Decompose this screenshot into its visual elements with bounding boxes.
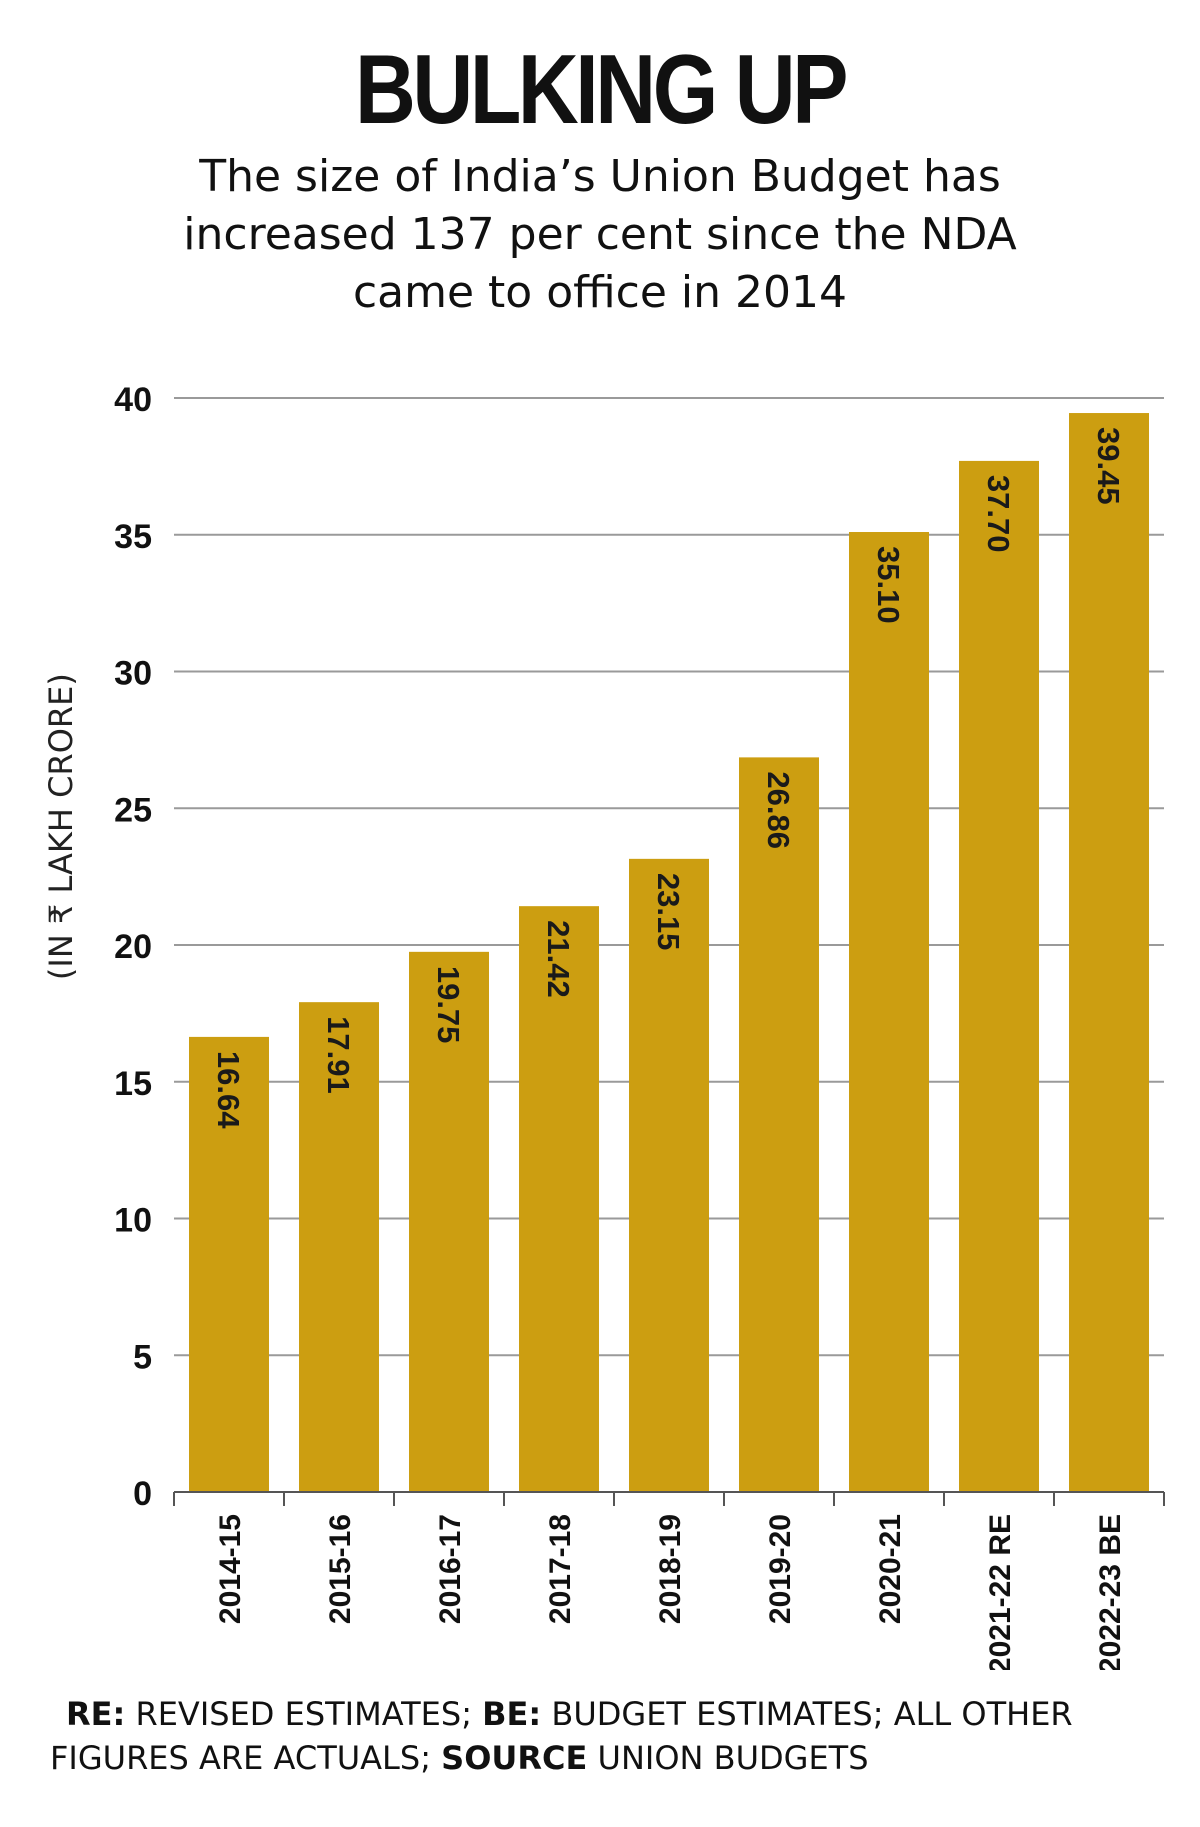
bar (1069, 413, 1149, 1493)
footnote-source-text: UNION BUDGETS (587, 1739, 869, 1777)
bar (519, 906, 599, 1492)
y-axis-label: (IN ₹ LAKH CRORE) (42, 673, 80, 980)
bar (189, 1036, 269, 1492)
x-tick-label: 2015-16 (324, 1514, 357, 1624)
footnote-source-key: SOURCE (441, 1739, 588, 1777)
bar (409, 951, 489, 1492)
bar (629, 858, 709, 1492)
y-tick-label: 35 (114, 518, 152, 556)
x-tick-label: 2017-18 (544, 1514, 577, 1624)
y-tick-label: 10 (114, 1202, 152, 1240)
bar-value-label: 39.45 (1091, 427, 1126, 505)
x-tick-label: 2014-15 (214, 1514, 247, 1624)
x-tick-label: 2022-23 BE (1094, 1514, 1127, 1670)
y-tick-label: 5 (133, 1338, 152, 1376)
bar-value-label: 17.91 (321, 1016, 356, 1094)
footnote-re-key: RE: (66, 1695, 126, 1733)
bar (739, 757, 819, 1492)
bar-chart: 16.64 17.91 19.75 21.42 23.15 26.86 35.10 37.70… (42, 381, 1165, 1670)
bar-value-label: 21.42 (541, 920, 576, 998)
y-tick-label: 15 (114, 1065, 152, 1103)
bar (849, 532, 929, 1492)
bar-value-label: 19.75 (431, 966, 466, 1044)
x-tick-label: 2018-19 (654, 1514, 687, 1624)
y-tick-label: 40 (114, 381, 152, 419)
x-tick-label: 2016-17 (434, 1514, 467, 1624)
footnote-be-text: BUDGET ESTIMATES; ALL OTHER FIGURES ARE … (50, 1695, 1073, 1777)
bar (299, 1002, 379, 1492)
y-tick-label: 25 (114, 791, 152, 829)
bar (959, 460, 1039, 1492)
axes: 0 5 10 15 20 25 30 35 40 2014-15 2015-16 2016-17 201… (114, 381, 1165, 1670)
chart-subtitle: The size of India’s Union Budget has inc… (183, 151, 1017, 318)
bar-value-label: 23.15 (651, 873, 686, 951)
x-tick-label: 2021-22 RE (984, 1514, 1017, 1670)
y-tick-label: 20 (114, 928, 152, 966)
footnote-re-text: REVISED ESTIMATES; (125, 1695, 483, 1733)
bar-value-label: 26.86 (761, 771, 796, 849)
footnote: RE: REVISED ESTIMATES; BE: BUDGET ESTIMA… (50, 1692, 1170, 1780)
footnote-be-key: BE: (482, 1695, 542, 1733)
chart-title: BULKING UP (354, 34, 848, 144)
bar-value-label: 35.10 (871, 546, 906, 624)
bar-value-label: 16.64 (211, 1051, 246, 1129)
bar-value-label: 37.70 (981, 475, 1016, 553)
y-tick-label: 0 (133, 1475, 152, 1513)
x-tick-label: 2019-20 (764, 1514, 797, 1624)
x-tick-label: 2020-21 (874, 1514, 907, 1624)
bars: 16.64 17.91 19.75 21.42 23.15 26.86 35.10 37.70… (189, 413, 1149, 1493)
y-tick-label: 30 (114, 655, 152, 693)
